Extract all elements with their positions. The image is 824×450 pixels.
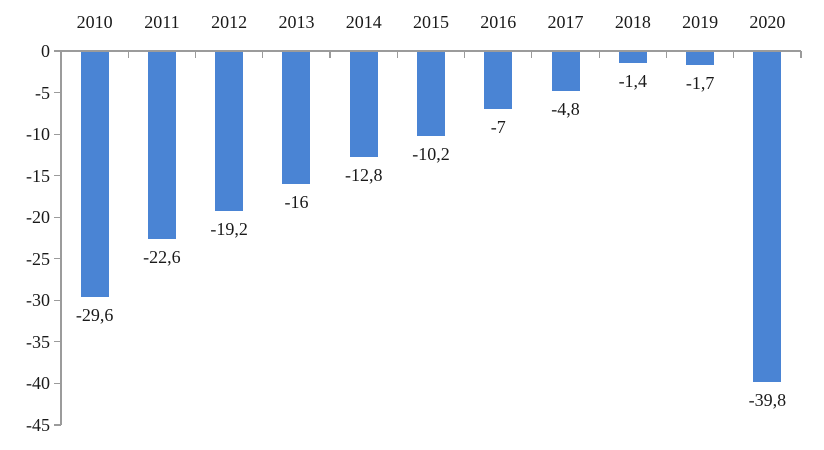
bar-value-label: -16 [284,191,309,212]
y-axis-tick [54,216,61,218]
bar-2020 [753,51,782,382]
bar-value-label: -10,2 [412,143,450,164]
bar-value-label: -1,4 [618,70,648,91]
x-category-label: 2012 [211,12,248,32]
x-axis-tick [665,51,668,58]
x-category-label: 2011 [144,12,180,32]
bar-2010 [80,51,109,297]
bar-2019 [686,51,715,66]
bar-value-label: -12,8 [344,165,383,186]
x-axis-tick [194,51,197,58]
y-axis-tick [54,341,61,343]
y-tick-label: -35 [26,331,50,352]
y-axis-tick [54,299,61,301]
bar-value-label: -7 [490,117,506,138]
y-axis-tick [54,133,61,135]
x-axis-tick [800,51,802,58]
bar-value-label: -19,2 [210,218,248,239]
x-category-label: 2013 [278,12,315,32]
y-tick-label: -10 [26,124,50,145]
y-axis-tick [54,50,61,52]
bar-value-label: -4,8 [551,98,580,119]
x-axis-tick [396,51,398,58]
x-category-label: 2020 [749,12,786,32]
x-category-label: 2014 [345,12,382,32]
bar-2014 [349,51,378,158]
x-axis-tick [329,51,331,58]
x-axis-tick [60,51,62,58]
y-axis-tick [54,91,61,94]
x-category-label: 2018 [614,12,651,32]
x-category-label: 2016 [480,12,517,32]
bar-value-label: -39,8 [748,389,787,410]
x-axis-tick [262,51,264,58]
x-category-label: 2015 [413,12,449,32]
bar-value-label: -22,6 [143,246,181,267]
y-axis-tick [54,382,61,385]
bar-2012 [215,51,244,211]
bar-2015 [417,51,445,136]
bar-2017 [551,51,580,91]
y-tick-label: -30 [26,290,50,311]
y-tick-label: -15 [26,165,50,186]
bar-2018 [618,51,647,63]
y-axis-tick [54,175,61,177]
y-tick-label: 0 [41,41,50,61]
x-axis-tick [464,51,466,58]
x-category-label: 2010 [76,12,113,32]
bar-value-label: -29,6 [75,305,114,325]
bar-2013 [282,51,311,184]
x-axis-tick [598,51,600,58]
x-axis-tick [733,51,735,58]
x-axis-tick [531,51,533,58]
bar-value-label: -1,7 [685,73,715,94]
y-axis-tick [54,424,61,426]
y-axis-line [60,51,62,425]
y-tick-label: -5 [35,82,50,103]
y-axis-tick [54,258,61,260]
bar-2011 [147,51,176,239]
x-axis-line [61,50,801,52]
y-tick-label: -40 [26,373,50,394]
x-category-label: 2019 [682,12,719,32]
y-tick-label: -45 [26,415,50,435]
x-category-label: 2017 [547,12,584,32]
y-tick-label: -20 [26,207,50,228]
bar-2016 [484,51,513,110]
x-axis-tick [127,51,129,58]
y-tick-label: -25 [26,248,50,269]
